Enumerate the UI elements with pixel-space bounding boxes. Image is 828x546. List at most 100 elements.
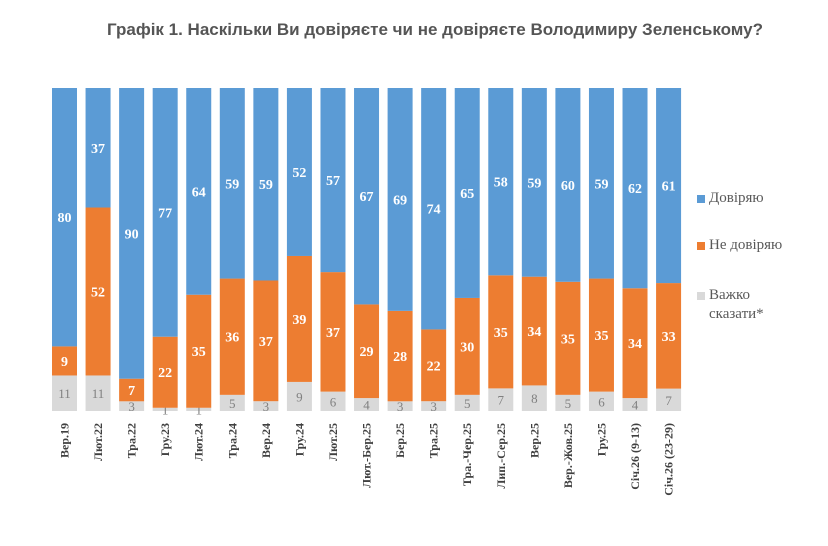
bar-segment (186, 407, 212, 411)
data-label: 35 (494, 326, 508, 341)
bar-segment (52, 346, 77, 376)
data-label: 29 (360, 345, 374, 360)
data-label: 37 (326, 326, 340, 341)
data-label: 11 (58, 386, 71, 401)
bar-segment (622, 88, 648, 289)
data-label: 64 (192, 185, 206, 200)
data-label: 60 (561, 179, 575, 194)
data-label: 35 (192, 345, 206, 360)
bar-segment (421, 401, 447, 411)
bar-segment (286, 88, 312, 256)
data-label: 65 (460, 187, 474, 202)
bar-segment (186, 88, 212, 295)
bar-segment (521, 88, 547, 277)
bar-segment (286, 381, 312, 411)
x-tick-label: Гру.25 (594, 423, 608, 456)
data-label: 34 (628, 337, 642, 352)
x-tick-label: Вер.25 (527, 423, 541, 458)
bar-segment (152, 88, 178, 337)
bar-segment (454, 394, 480, 411)
x-tick-label: Лют.24 (192, 423, 206, 461)
bar-segment (85, 88, 111, 208)
x-tick-label: Вер.19 (58, 423, 72, 458)
data-label: 57 (326, 174, 340, 189)
bar-segment (555, 88, 581, 282)
bar-segment (387, 88, 413, 311)
bar-segment (119, 401, 145, 411)
bar-segment (521, 276, 547, 386)
legend-label-hard-line2: сказати* (709, 306, 764, 322)
bar-segment (253, 401, 279, 411)
x-tick-label: Вер.-Жов.25 (561, 423, 575, 488)
data-label: 6 (598, 394, 605, 409)
x-tick-label: Січ.26 (23-29) (662, 423, 676, 496)
bar-segment (488, 388, 514, 411)
data-label: 59 (527, 176, 541, 191)
x-tick-label: Тра.25 (427, 423, 441, 458)
data-label: 67 (360, 190, 374, 205)
legend-swatch-distrust (697, 242, 705, 250)
bar-segment (521, 385, 547, 411)
data-label: 59 (594, 177, 608, 192)
x-tick-label: Гру.24 (292, 423, 306, 456)
bar-segment (421, 88, 447, 330)
bar-segment (656, 388, 682, 411)
bar-segment (354, 88, 380, 305)
data-label: 33 (662, 330, 676, 345)
data-label: 5 (565, 396, 572, 411)
data-label: 36 (225, 331, 239, 346)
legend-swatch-hard-to-say (697, 292, 705, 300)
chart-title: Графік 1. Наскільки Ви довіряєте чи не д… (106, 20, 763, 39)
data-label: 7 (665, 393, 672, 408)
x-tick-label: Гру.23 (158, 423, 172, 456)
data-label: 9 (296, 389, 303, 404)
x-tick-label: Тра.22 (125, 423, 139, 458)
x-tick-label: Лют.22 (91, 423, 105, 461)
data-label: 1 (195, 402, 202, 417)
bar-segment (152, 407, 178, 411)
x-tick-label: Тра.-Чер.25 (460, 423, 474, 486)
data-label: 7 (498, 393, 505, 408)
bar-segment (588, 391, 614, 411)
bar-segment (186, 294, 212, 408)
bar-segment (354, 304, 380, 399)
data-label: 69 (393, 193, 407, 208)
data-label: 77 (158, 206, 172, 221)
bar-segment (320, 391, 346, 411)
data-label: 80 (58, 211, 72, 226)
data-label: 90 (125, 227, 139, 242)
data-label: 28 (393, 350, 407, 365)
bar-segment (219, 278, 245, 395)
data-label: 5 (229, 396, 236, 411)
bar-segment (354, 398, 380, 411)
bar-segment (656, 283, 682, 389)
bar-segment (219, 88, 245, 279)
data-label: 59 (259, 178, 273, 193)
data-label: 5 (464, 396, 471, 411)
data-label: 58 (494, 176, 508, 191)
bar-segment (656, 88, 682, 284)
bar-segment (588, 88, 614, 279)
bar-segment (219, 394, 245, 411)
data-label: 62 (628, 182, 642, 197)
data-label: 3 (397, 399, 404, 414)
x-tick-label: Бер.25 (393, 423, 407, 458)
data-label: 52 (292, 166, 306, 181)
data-label: 61 (662, 180, 676, 195)
data-label: 52 (91, 285, 105, 300)
data-label: 35 (561, 332, 575, 347)
legend-label-distrust: Не довіряю (709, 237, 783, 253)
bar-segment (622, 288, 648, 399)
legend-swatch-trust (697, 195, 705, 203)
bar-segment (454, 297, 480, 395)
legend-label-hard-line1: Важко (709, 287, 751, 303)
bar-segment (52, 375, 77, 411)
x-tick-label: Січ.26 (9-13) (628, 423, 642, 490)
bar-segment (555, 394, 581, 411)
bar-segment (454, 88, 480, 298)
data-label: 4 (363, 398, 370, 413)
data-label: 4 (632, 398, 639, 413)
data-label: 11 (92, 386, 105, 401)
bar-segment (52, 88, 77, 347)
